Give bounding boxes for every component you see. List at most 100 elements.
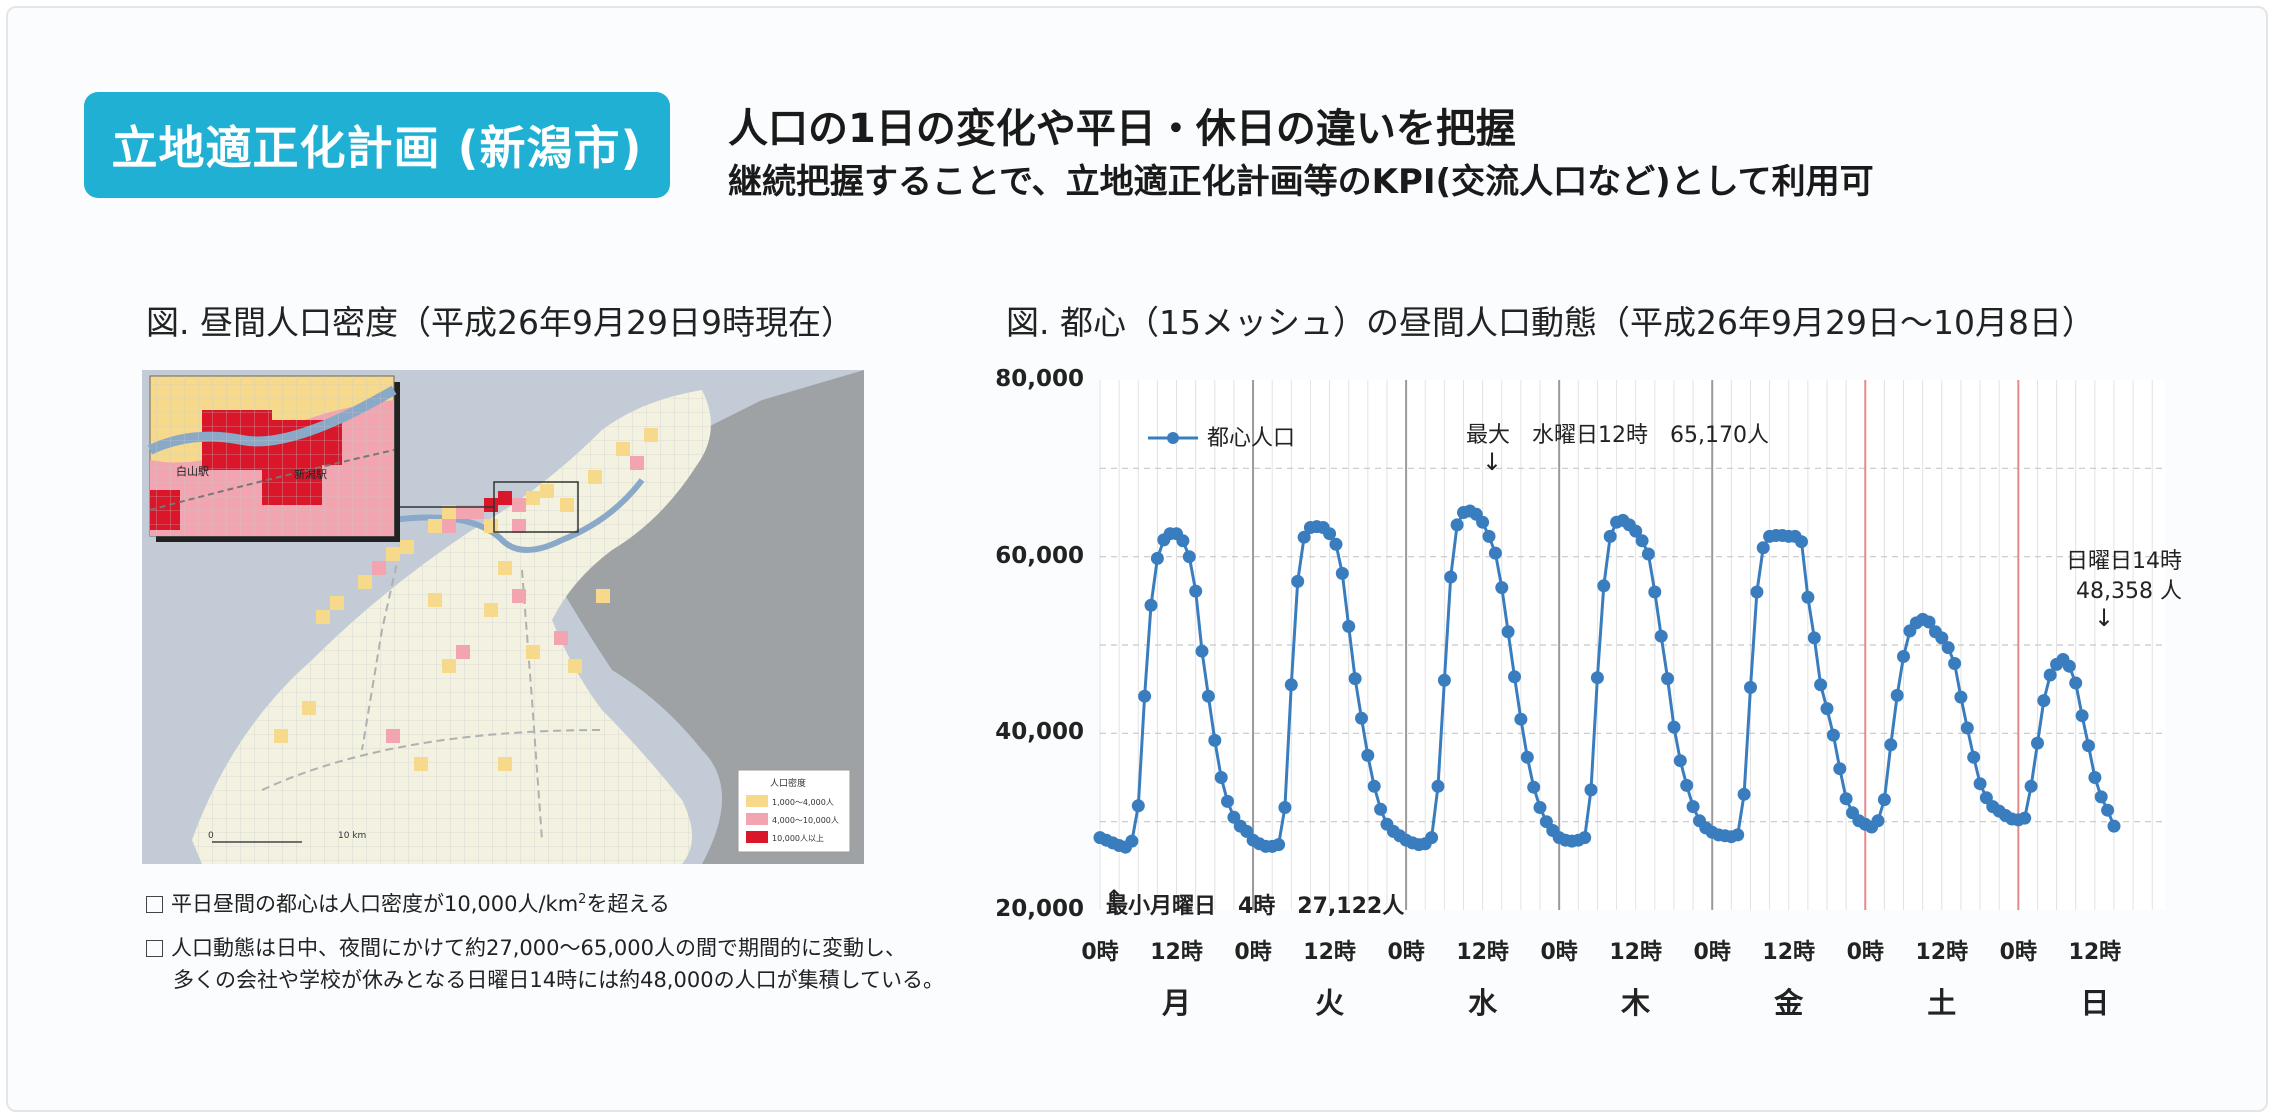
day-label: 金 [1774, 986, 1804, 1020]
max-arrow: ↓ [1482, 448, 1503, 476]
legend-line-icon [1148, 432, 1198, 444]
data-point [1125, 834, 1139, 848]
x-tick-label: 12時 [1609, 940, 1662, 965]
data-point [1284, 678, 1298, 692]
data-point [1578, 831, 1592, 845]
data-point [1476, 515, 1490, 529]
data-point [1597, 579, 1611, 593]
data-point [2101, 803, 2115, 817]
data-point [1807, 631, 1821, 645]
data-point [1731, 828, 1745, 842]
data-point [2094, 790, 2108, 804]
data-point [1361, 748, 1375, 762]
data-point [1355, 711, 1368, 725]
data-point [1973, 777, 1987, 791]
data-point [1195, 644, 1209, 658]
data-point [1450, 518, 1464, 532]
day-label: 木 [1621, 986, 1651, 1020]
sunday-annotation-1: 日曜日14時 [2066, 549, 2182, 574]
data-point [2088, 771, 2102, 784]
x-tick-label: 12時 [1150, 940, 1203, 965]
scale-label: 10 km [338, 831, 366, 841]
x-tick-label: 12時 [1303, 940, 1356, 965]
data-point [1214, 771, 1228, 784]
max-annotation: 最大 水曜日12時 65,170人 [1466, 423, 1770, 448]
data-point [1667, 720, 1681, 734]
population-chart: 20,000 40,000 60,000 80,000 0時 12時 0時 12時 0時 12時… [990, 360, 2190, 1020]
chart-legend: 都心人口 [1146, 420, 1295, 452]
data-point [1272, 838, 1286, 852]
legend-title: 人口密度 [770, 777, 806, 789]
data-point [2031, 736, 2044, 750]
note-2: 人口動態は日中、夜間にかけて約27,000〜65,000人の間で期間的に変動し、… [146, 932, 944, 996]
data-point [1661, 672, 1675, 686]
map-scale: 0 10 km [208, 831, 366, 843]
data-point [1221, 794, 1234, 808]
data-point [1297, 530, 1311, 544]
chart-caption: 図. 都心（15メッシュ）の昼間人口動態（平成26年9月29日〜10月8日） [1006, 303, 2095, 342]
legend-swatch-high [746, 831, 768, 843]
y-tick-label: 80,000 [995, 366, 1084, 392]
data-point [1348, 672, 1362, 686]
data-point [2075, 709, 2089, 723]
data-point [1820, 702, 1834, 716]
subheadline: 継続把握することで、立地適正化計画等のKPI(交流人口など)として利用可 [728, 162, 1874, 202]
data-point [1131, 799, 1145, 813]
data-point [1737, 787, 1751, 801]
data-point [1935, 631, 1949, 645]
data-point [1482, 529, 1496, 543]
x-tick-label: 0時 [1540, 940, 1578, 965]
data-point [1208, 733, 1222, 747]
checkbox-icon [146, 896, 163, 913]
river [391, 478, 645, 553]
population-density-map: 白山駅 新潟駅 人口密度 1,000〜4,000人 4,000〜10,000人 … [142, 370, 864, 864]
data-point [1686, 800, 1700, 814]
x-tick-label: 0時 [1999, 940, 2037, 965]
data-point [1826, 728, 1840, 742]
data-point [1437, 673, 1451, 687]
data-point [1967, 750, 1981, 764]
data-point [1814, 678, 1828, 692]
data-point [1641, 547, 1655, 561]
data-point [1603, 529, 1617, 543]
data-point [1201, 689, 1215, 703]
data-point [1795, 535, 1808, 549]
day-label: 土 [1927, 986, 1957, 1020]
data-point [1941, 641, 1955, 655]
title-badge: 立地適正化計画 (新潟市) [84, 92, 670, 198]
day-label: 日 [2080, 986, 2110, 1020]
x-tick-label: 12時 [1915, 940, 1969, 965]
data-point [1488, 546, 1502, 560]
data-point [1584, 783, 1598, 797]
data-point [1877, 793, 1891, 807]
data-point [1897, 650, 1910, 663]
y-tick-label: 40,000 [995, 719, 1084, 746]
data-point [2043, 668, 2057, 682]
data-point [1495, 581, 1509, 595]
legend-label-low: 1,000〜4,000人 [772, 798, 834, 807]
inset-map: 白山駅 新潟駅 [147, 375, 400, 542]
data-point [1680, 778, 1694, 792]
data-point [1884, 738, 1898, 752]
data-point [1833, 762, 1847, 776]
headline: 人口の1日の変化や平日・休日の違いを把握 [728, 106, 1516, 152]
data-point [2024, 779, 2038, 793]
series-line-group [1093, 504, 2121, 854]
min-arrow: ↑ [1104, 885, 1125, 913]
x-tick-label: 0時 [1387, 940, 1425, 965]
legend-swatch-mid [746, 813, 768, 825]
data-point [1514, 712, 1528, 726]
legend-label-high: 10,000人以上 [772, 834, 824, 843]
data-point [1138, 689, 1152, 703]
data-point [2069, 676, 2083, 690]
data-point [1750, 585, 1764, 599]
sunday-annotation-2: 48,358 人 [2076, 579, 2182, 604]
x-tick-label: 0時 [1693, 940, 1731, 965]
data-point [1954, 690, 1968, 704]
checkbox-icon [146, 940, 163, 957]
data-point [1520, 750, 1534, 764]
day-label: 火 [1315, 986, 1345, 1020]
data-point [1922, 615, 1936, 629]
y-tick-label: 60,000 [995, 542, 1084, 569]
data-point [1182, 550, 1196, 564]
